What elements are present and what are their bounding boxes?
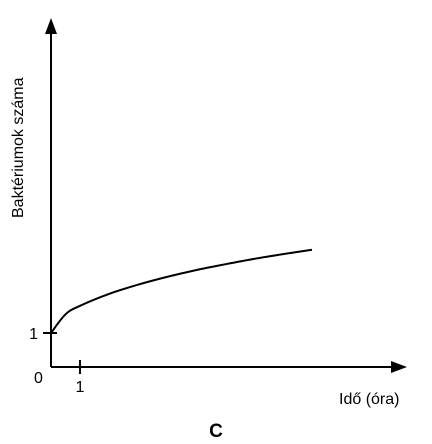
chart-caption: C bbox=[209, 421, 223, 442]
y-axis-label: Baktériumok száma bbox=[10, 77, 27, 218]
ticks: 11 bbox=[29, 326, 84, 396]
x-axis-label: Idő (óra) bbox=[339, 391, 399, 408]
y-tick-label-0: 1 bbox=[29, 326, 38, 343]
x-axis-arrowhead bbox=[391, 361, 407, 373]
y-axis-arrowhead bbox=[45, 18, 57, 34]
origin-label: 0 bbox=[34, 370, 43, 387]
x-tick-label-0: 1 bbox=[76, 379, 85, 396]
series-line bbox=[50, 248, 313, 334]
